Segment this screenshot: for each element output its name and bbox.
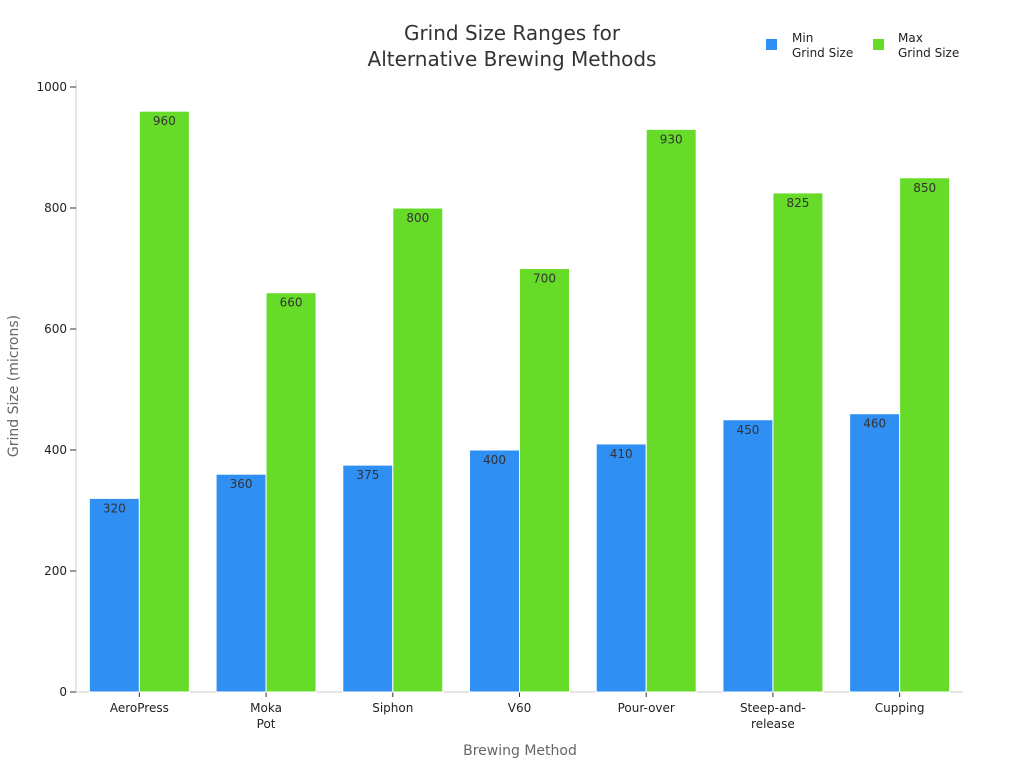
y-tick-label: 800 — [44, 201, 67, 215]
bar-min-3 — [469, 449, 520, 693]
x-tick-label: Siphon — [372, 701, 413, 715]
x-tick-label: AeroPress — [110, 701, 169, 715]
y-axis-ticks: 0 200 400 600 800 1000 — [36, 80, 76, 699]
x-tick-label: release — [751, 717, 795, 731]
bar-min-4 — [595, 443, 647, 693]
x-tick-label: Cupping — [875, 701, 925, 715]
bar-max-3 — [519, 268, 570, 693]
x-tick-label: Steep-and- — [740, 701, 806, 715]
legend-label-min-line-1: Min — [792, 31, 813, 45]
bar-max-5 — [772, 192, 824, 693]
legend-label-min-line-2: Grind Size — [792, 46, 853, 60]
y-tick-label: 600 — [44, 322, 67, 336]
chart-title-line-2: Alternative Brewing Methods — [368, 47, 657, 71]
y-tick-label: 200 — [44, 564, 67, 578]
legend-label-max-line-1: Max — [898, 31, 923, 45]
bars — [88, 110, 951, 693]
chart-title: Grind Size Ranges for Alternative Brewin… — [368, 21, 657, 71]
bar-value-label: 800 — [406, 211, 429, 225]
bar-value-label: 360 — [230, 477, 253, 491]
legend: Min Grind Size Max Grind Size — [766, 31, 959, 60]
legend-swatch-max — [873, 39, 884, 50]
bar-max-1 — [265, 292, 317, 693]
bar-value-label: 960 — [153, 114, 176, 128]
bar-min-6 — [849, 413, 901, 693]
bar-value-label: 400 — [483, 453, 506, 467]
x-tick-label: Moka — [250, 701, 282, 715]
x-axis-title: Brewing Method — [463, 743, 577, 759]
bar-max-0 — [138, 110, 190, 693]
x-axis-ticks: AeroPress Moka Pot Siphon V60 Pour-over Steep-… — [110, 692, 925, 731]
bar-labels: 320 960 360 660 375 800 400 700 410 930 450 825 460 8… — [103, 114, 936, 515]
bar-min-1 — [215, 473, 267, 693]
y-axis-title: Grind Size (microns) — [6, 315, 22, 457]
bar-value-label: 700 — [533, 272, 556, 286]
y-tick-label: 400 — [44, 443, 67, 457]
bar-value-label: 825 — [786, 196, 809, 210]
x-tick-label: Pot — [257, 717, 276, 731]
y-tick-label: 1000 — [36, 80, 67, 94]
y-tick-label: 0 — [59, 685, 67, 699]
bar-value-label: 930 — [660, 132, 683, 146]
bar-min-5 — [722, 419, 774, 693]
bar-value-label: 320 — [103, 501, 126, 515]
bar-min-2 — [342, 464, 394, 693]
bar-value-label: 450 — [736, 423, 759, 437]
bar-value-label: 660 — [280, 296, 303, 310]
legend-swatch-min — [766, 39, 777, 50]
bar-max-4 — [645, 128, 697, 693]
bar-value-label: 375 — [356, 468, 379, 482]
bar-value-label: 410 — [610, 447, 633, 461]
bar-min-0 — [88, 497, 140, 693]
x-tick-label: Pour-over — [618, 701, 675, 715]
legend-label-max-line-2: Grind Size — [898, 46, 959, 60]
bar-value-label: 850 — [913, 181, 936, 195]
bar-max-2 — [392, 207, 444, 693]
x-tick-label: V60 — [508, 701, 531, 715]
bar-value-label: 460 — [863, 417, 886, 431]
bar-max-6 — [899, 177, 951, 693]
chart-title-line-1: Grind Size Ranges for — [404, 21, 621, 45]
